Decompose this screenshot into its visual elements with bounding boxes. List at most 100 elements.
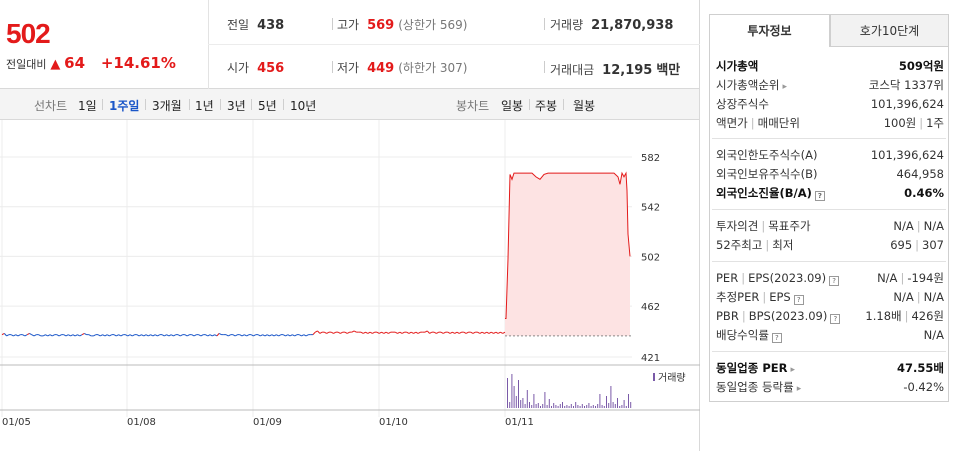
shares-row: 상장주식수 101,396,624 — [716, 97, 944, 111]
series-segment — [209, 334, 213, 337]
series-segment — [166, 334, 170, 337]
series-segment — [26, 332, 30, 336]
price-chart[interactable]: 582 542 502 462 421 거래량 01/05 01/08 01/09 01/10… — [0, 120, 700, 451]
volume-bar — [531, 405, 533, 408]
period-5y[interactable]: 5년 — [258, 99, 277, 113]
series-segment — [447, 331, 451, 334]
series-segment — [164, 334, 167, 337]
period-3m[interactable]: 3개월 — [152, 99, 182, 113]
current-price: 502 — [6, 18, 51, 49]
volume-bar — [584, 406, 585, 408]
foreign-limit-row: 외국인한도주식수(A) 101,396,624 — [716, 148, 944, 162]
volume-bar — [612, 402, 614, 408]
cap-rank-row[interactable]: 시가총액순위 ▸ 코스닥 1337위 — [716, 78, 944, 92]
dividend-row: 배당수익률? N/A — [716, 328, 944, 343]
volume-legend-icon — [653, 373, 655, 381]
sector-per-row[interactable]: 동일업종 PER ▸ 47.55배 — [716, 361, 944, 375]
series-segment — [449, 331, 453, 334]
series-segment — [289, 334, 293, 337]
candle-monthly[interactable]: 월봉 — [573, 99, 596, 113]
series-segment — [369, 331, 373, 334]
series-segment — [367, 331, 371, 334]
series-segment — [120, 334, 124, 337]
series-segment — [278, 334, 282, 337]
series-segment — [58, 334, 62, 337]
series-segment — [326, 331, 330, 334]
sector-change-row[interactable]: 동일업종 등락률 ▸ -0.42% — [716, 380, 944, 394]
series-segment — [433, 331, 437, 334]
low-price: 저가 449 (하한가 307) — [337, 61, 468, 76]
series-segment — [399, 331, 403, 334]
series-segment — [486, 331, 490, 334]
series-segment — [1, 332, 5, 336]
series-segment — [148, 334, 151, 337]
series-segment — [52, 334, 55, 337]
series-segment — [401, 331, 405, 334]
volume-bar — [619, 406, 621, 408]
series-segment — [443, 331, 446, 334]
series-segment — [47, 334, 51, 337]
volume-bar — [623, 400, 625, 408]
series-segment — [253, 334, 257, 337]
series-segment — [363, 331, 366, 334]
series-segment — [207, 334, 211, 337]
series-segment — [381, 331, 385, 334]
trade-value: 거래대금 12,195 백만 — [550, 63, 681, 78]
series-segment — [214, 334, 218, 337]
volume-bar — [601, 405, 603, 408]
volume-bar — [566, 405, 568, 408]
series-segment — [143, 334, 147, 337]
candle-weekly[interactable]: 주봉 — [535, 99, 558, 113]
tab-invest-info[interactable]: 투자정보 — [709, 14, 830, 47]
y-tick-label: 542 — [641, 203, 660, 214]
volume-bar — [617, 398, 618, 408]
series-segment — [298, 334, 302, 337]
series-segment — [459, 331, 462, 334]
prev-close: 전일 438 — [227, 18, 285, 33]
volume-bar — [568, 406, 570, 408]
volume-bar — [522, 398, 524, 408]
chart-area — [0, 120, 700, 451]
series-segment — [372, 331, 375, 334]
volume-bar — [573, 406, 574, 408]
series-segment — [212, 334, 215, 337]
series-segment — [395, 331, 398, 334]
volume-bar — [630, 402, 632, 408]
period-1w[interactable]: 1주일 — [109, 99, 140, 113]
x-tick-label: 01/09 — [253, 417, 282, 428]
series-segment — [186, 334, 190, 337]
series-segment — [138, 334, 142, 337]
up-area-fill — [505, 173, 630, 336]
period-1y[interactable]: 1년 — [195, 99, 214, 113]
series-segment — [49, 334, 53, 337]
series-segment — [260, 334, 263, 337]
series-segment — [344, 331, 348, 334]
period-10y[interactable]: 10년 — [290, 99, 317, 113]
market-cap-row: 시가총액 509억원 — [716, 59, 944, 73]
series-segment — [411, 331, 414, 334]
series-segment — [6, 334, 10, 337]
series-segment — [205, 334, 209, 337]
series-segment — [305, 334, 309, 337]
series-segment — [397, 331, 401, 334]
series-segment — [198, 334, 202, 337]
series-segment — [97, 334, 101, 337]
volume-bar — [544, 392, 546, 408]
volume-bar — [548, 399, 550, 408]
tab-order-book[interactable]: 호가10단계 — [830, 14, 949, 47]
candle-daily[interactable]: 일봉 — [501, 99, 524, 113]
series-segment — [353, 330, 357, 333]
volume-bar — [551, 406, 552, 408]
volume-bar — [610, 386, 612, 408]
series-segment — [470, 331, 474, 334]
period-3y[interactable]: 3년 — [227, 99, 246, 113]
change-label: 전일대비 — [6, 58, 47, 71]
series-segment — [276, 334, 279, 337]
series-segment — [502, 331, 506, 334]
series-segment — [100, 334, 103, 337]
series-segment — [88, 334, 92, 337]
period-1d[interactable]: 1일 — [78, 99, 97, 113]
series-segment — [429, 331, 433, 334]
up-arrow-icon: ▲ — [50, 57, 61, 72]
series-segment — [406, 331, 410, 334]
